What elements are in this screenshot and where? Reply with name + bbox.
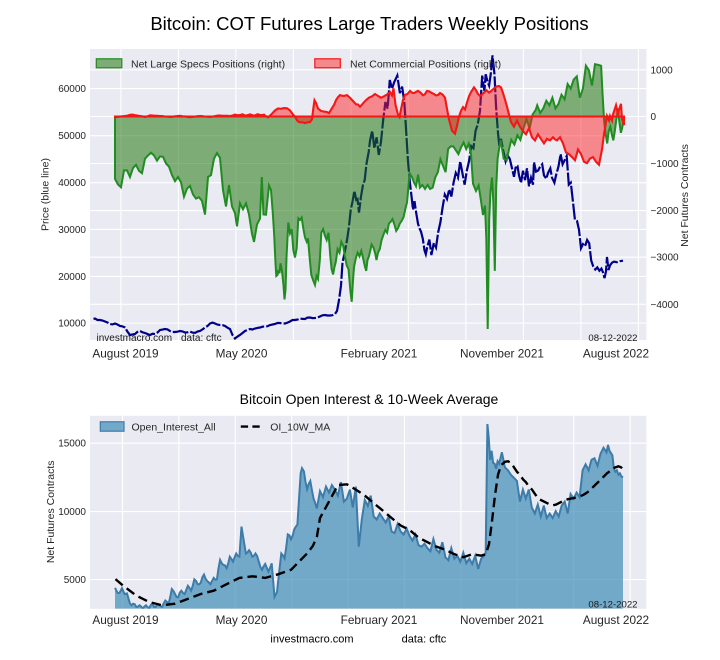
svg-text:10000: 10000 [58, 319, 86, 330]
svg-text:Bitcoin: COT Futures Large Tra: Bitcoin: COT Futures Large Traders Weekl… [150, 13, 588, 34]
svg-text:0: 0 [651, 112, 657, 123]
svg-text:February 2021: February 2021 [341, 613, 418, 627]
svg-text:Net Large Specs Positions (rig: Net Large Specs Positions (right) [131, 59, 285, 71]
svg-text:1000: 1000 [651, 65, 674, 76]
svg-text:60000: 60000 [58, 84, 86, 95]
svg-text:August 2022: August 2022 [583, 346, 649, 360]
svg-text:−1000: −1000 [651, 159, 680, 170]
svg-text:08-12-2022: 08-12-2022 [588, 600, 637, 611]
svg-text:15000: 15000 [58, 439, 86, 450]
svg-text:data: cftc: data: cftc [402, 634, 447, 646]
svg-text:5000: 5000 [64, 575, 87, 586]
svg-text:08-12-2022: 08-12-2022 [588, 333, 637, 344]
svg-text:OI_10W_MA: OI_10W_MA [270, 422, 330, 434]
svg-text:Bitcoin Open Interest & 10-Wee: Bitcoin Open Interest & 10-Week Average [240, 391, 499, 407]
svg-text:−3000: −3000 [651, 253, 680, 264]
svg-text:May 2020: May 2020 [216, 613, 268, 627]
svg-text:November 2021: November 2021 [460, 346, 544, 360]
svg-text:investmacro.com: investmacro.com [270, 634, 353, 646]
svg-text:10000: 10000 [58, 507, 86, 518]
svg-text:20000: 20000 [58, 272, 86, 283]
svg-text:investmacro.com: investmacro.com [97, 333, 173, 344]
svg-text:−4000: −4000 [651, 300, 680, 311]
svg-text:August 2022: August 2022 [583, 613, 649, 627]
svg-text:May 2020: May 2020 [216, 346, 268, 360]
svg-text:Net Futures Contracts: Net Futures Contracts [45, 460, 57, 563]
svg-text:August 2019: August 2019 [92, 613, 158, 627]
svg-text:Open_Interest_All: Open_Interest_All [132, 422, 216, 434]
svg-text:Net Futures Contracts: Net Futures Contracts [679, 144, 691, 247]
svg-text:Net Commercial Positions (righ: Net Commercial Positions (right) [350, 59, 501, 71]
svg-text:Price (blue line): Price (blue line) [40, 158, 52, 231]
svg-text:30000: 30000 [58, 225, 86, 236]
svg-text:November 2021: November 2021 [460, 613, 544, 627]
svg-text:−2000: −2000 [651, 206, 680, 217]
svg-text:40000: 40000 [58, 178, 86, 189]
svg-text:data: cftc: data: cftc [181, 333, 222, 344]
svg-text:50000: 50000 [58, 131, 86, 142]
svg-text:February 2021: February 2021 [341, 346, 418, 360]
svg-text:August 2019: August 2019 [92, 346, 158, 360]
